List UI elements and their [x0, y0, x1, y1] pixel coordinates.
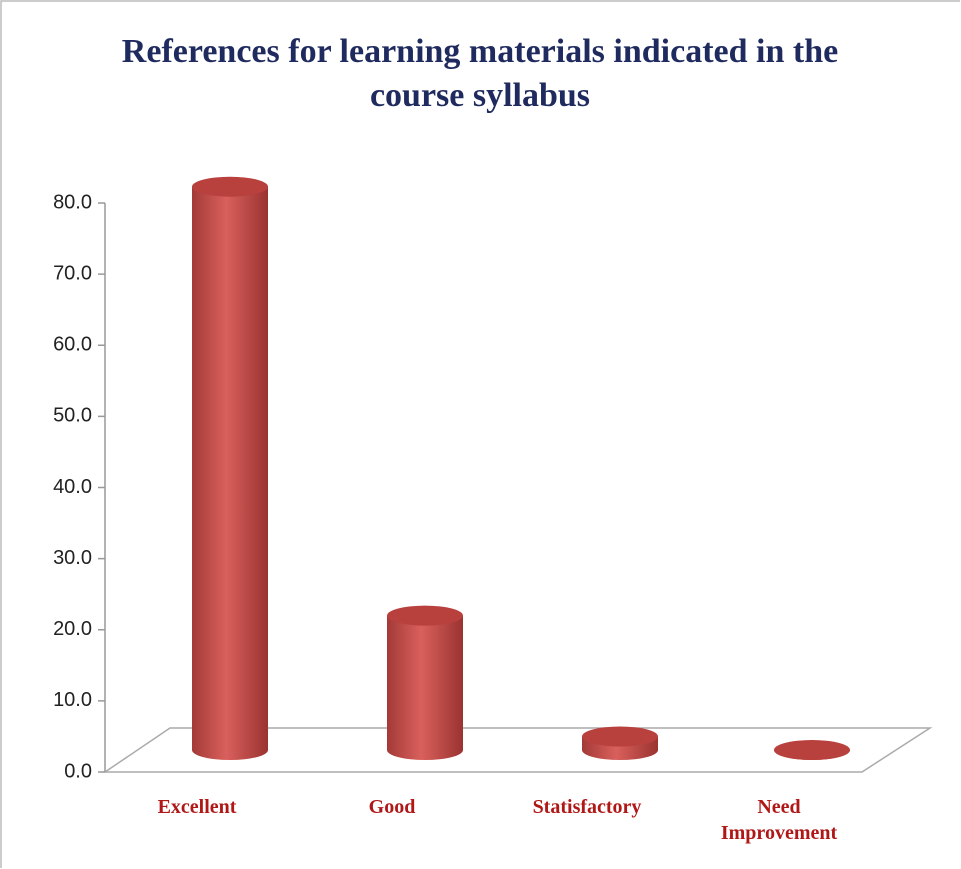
y-tick-label: 60.0	[53, 334, 92, 356]
bar-part	[192, 176, 268, 197]
bar	[192, 176, 268, 760]
y-tick-label: 50.0	[53, 405, 92, 427]
bar-part	[387, 605, 463, 626]
floor	[102, 727, 933, 773]
y-tick-label: 70.0	[53, 262, 92, 284]
bar-part	[582, 726, 658, 747]
y-tick-label: 40.0	[53, 476, 92, 498]
bar	[387, 605, 463, 760]
x-tick-label: Statisfactory	[532, 796, 642, 818]
bar-part	[192, 186, 268, 760]
y-tick-label: 0.0	[64, 760, 92, 782]
y-tick-label: 20.0	[53, 618, 92, 640]
y-tick-label: 10.0	[53, 689, 92, 711]
bar-part	[387, 615, 463, 760]
x-tick-label: Good	[368, 796, 416, 818]
y-tick-label: 80.0	[53, 191, 92, 213]
x-tick-label: Excellent	[157, 796, 237, 818]
bar	[774, 740, 850, 760]
chart-title: References for learning materials indica…	[121, 33, 839, 114]
bar	[582, 726, 658, 760]
x-tick-label: Need Improvement	[720, 796, 838, 844]
bar-part	[774, 740, 850, 760]
y-tick-label: 30.0	[53, 547, 92, 569]
